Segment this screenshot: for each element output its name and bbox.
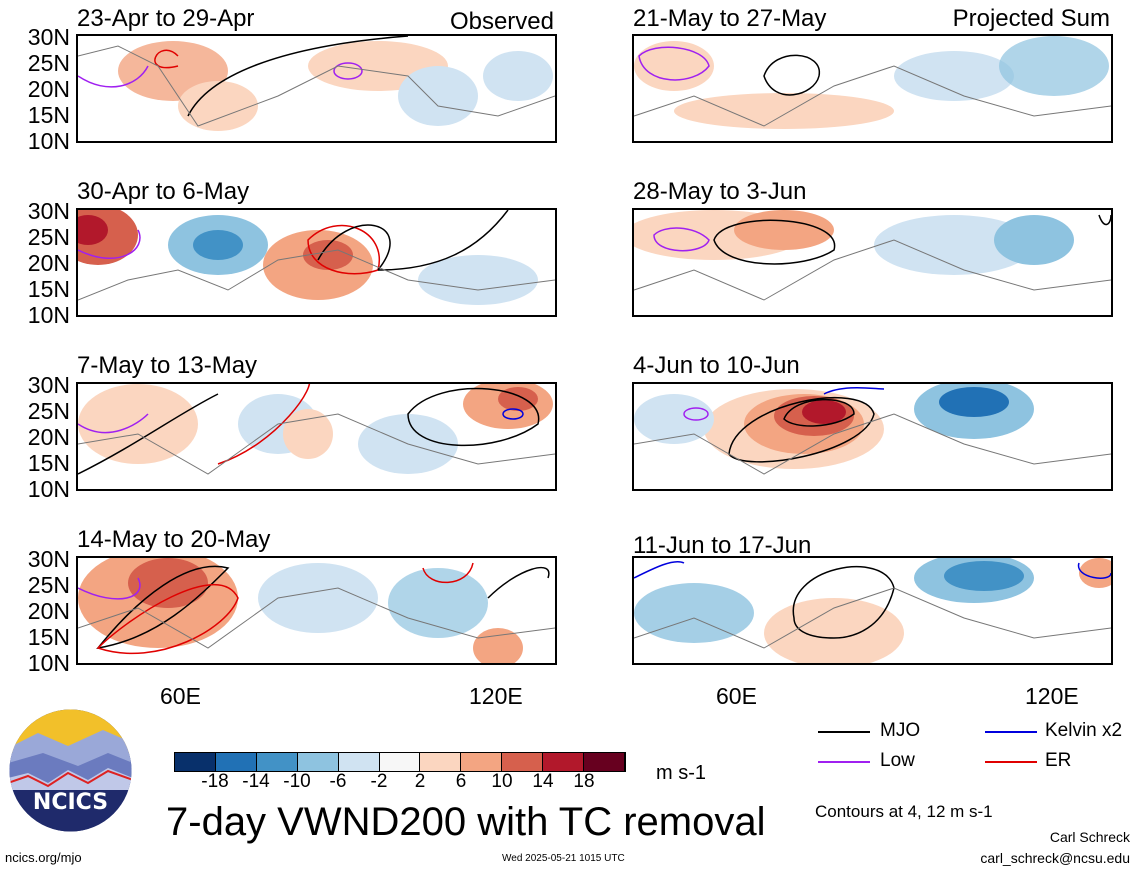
colorbar-segment <box>502 753 544 771</box>
map-panel <box>76 556 557 665</box>
legend-swatch-er <box>985 761 1037 763</box>
timestamp: Wed 2025-05-21 1015 UTC <box>502 853 625 864</box>
panel-title: 21-May to 27-May <box>633 5 827 32</box>
legend-label: MJO <box>880 720 921 741</box>
lat-label: 15N <box>27 276 70 302</box>
panel-tag: Observed <box>449 8 554 35</box>
colorbar-segment <box>215 753 257 771</box>
panel-title: 30-Apr to 6-May <box>77 178 250 205</box>
colorbar-segment <box>420 753 462 771</box>
colorbar-segment <box>256 753 298 771</box>
panel-title: 14-May to 20-May <box>77 526 271 553</box>
panel-title: 7-May to 13-May <box>77 352 258 379</box>
lat-label: 20N <box>27 250 70 276</box>
colorbar-segment <box>338 753 380 771</box>
ncics-logo: NCICS <box>8 708 133 833</box>
lat-label: 10N <box>27 302 70 328</box>
colorbar-segment <box>175 753 216 771</box>
map-panel <box>76 382 557 491</box>
lon-label: 120E <box>469 683 523 709</box>
map-panel <box>76 34 557 143</box>
colorbar-segment <box>461 753 503 771</box>
lon-label: 60E <box>716 683 757 709</box>
colorbar-units: m s-1 <box>656 762 706 784</box>
map-panel <box>632 208 1113 317</box>
map-panel <box>632 556 1113 665</box>
lat-label: 15N <box>27 624 70 650</box>
colorbar-segment <box>584 753 625 771</box>
author-name: Carl Schreck <box>1049 829 1130 845</box>
lat-label: 25N <box>27 224 70 250</box>
colorbar-label: -2 <box>370 771 388 792</box>
lat-label: 25N <box>27 572 70 598</box>
colorbar-segment <box>379 753 421 771</box>
panel-tag: Projected Sum <box>952 5 1110 32</box>
lat-label: 10N <box>27 476 70 502</box>
panel-title: 4-Jun to 10-Jun <box>633 352 800 379</box>
colorbar-label: 6 <box>455 771 467 792</box>
colorbar-label: -14 <box>242 771 270 792</box>
lat-label: 20N <box>27 76 70 102</box>
colorbar-segment <box>543 753 585 771</box>
legend-swatch-low <box>818 761 870 763</box>
contours-note: Contours at 4, 12 m s-1 <box>815 802 993 821</box>
legend-label: ER <box>1045 750 1072 771</box>
colorbar-label: -6 <box>329 771 347 792</box>
lat-label: 20N <box>27 598 70 624</box>
author-email[interactable]: carl_schreck@ncsu.edu <box>980 850 1130 866</box>
lat-label: 10N <box>27 650 70 676</box>
legend-swatch-kelvin <box>985 731 1037 733</box>
lat-label: 25N <box>27 50 70 76</box>
lon-label: 60E <box>160 683 201 709</box>
lat-label: 10N <box>27 128 70 154</box>
lat-label: 15N <box>27 102 70 128</box>
site-link[interactable]: ncics.org/mjo <box>5 850 82 865</box>
legend-swatch-mjo <box>818 731 870 733</box>
colorbar-label: 10 <box>491 771 513 792</box>
lat-label: 25N <box>27 398 70 424</box>
panel-title: 28-May to 3-Jun <box>633 178 807 205</box>
lat-label: 30N <box>27 546 70 572</box>
panel-title: 23-Apr to 29-Apr <box>77 5 255 32</box>
map-panel <box>632 382 1113 491</box>
map-panel <box>76 208 557 317</box>
colorbar-label: -10 <box>283 771 311 792</box>
logo-text: NCICS <box>32 790 109 815</box>
lat-label: 30N <box>27 198 70 224</box>
colorbar-label: -18 <box>201 771 229 792</box>
colorbar-label: 14 <box>532 771 554 792</box>
legend-label: Low <box>880 750 915 771</box>
lat-label: 30N <box>27 24 70 50</box>
colorbar-segment <box>297 753 339 771</box>
colorbar-label: 2 <box>414 771 426 792</box>
lat-label: 15N <box>27 450 70 476</box>
lat-label: 20N <box>27 424 70 450</box>
figure-title: 7-day VWND200 with TC removal <box>166 800 766 844</box>
lon-label: 120E <box>1025 683 1079 709</box>
panel-title: 11-Jun to 17-Jun <box>633 532 812 559</box>
map-panel <box>632 34 1113 143</box>
lat-label: 30N <box>27 372 70 398</box>
colorbar <box>174 752 626 772</box>
legend-label: Kelvin x2 <box>1045 720 1123 741</box>
colorbar-label: 18 <box>573 771 595 792</box>
